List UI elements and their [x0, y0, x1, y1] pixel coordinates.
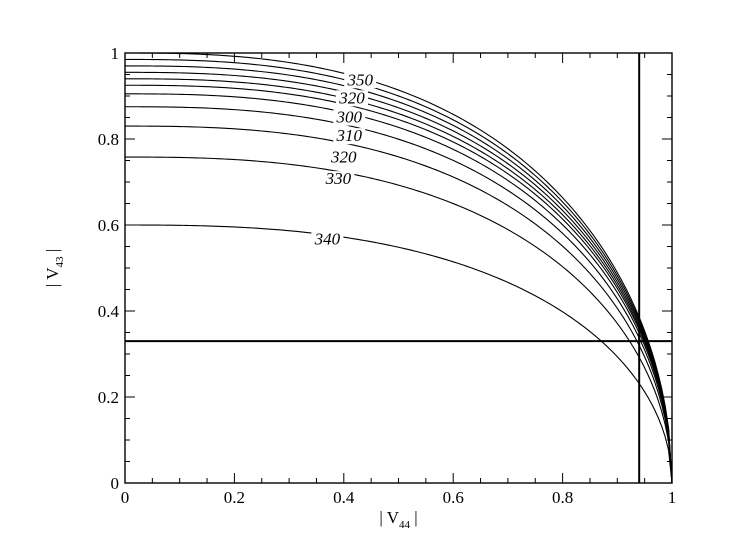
plot-frame [124, 52, 673, 484]
y-tick-label: 0.6 [98, 216, 119, 235]
curve-label: 310 [336, 126, 363, 145]
curve-label-backing [336, 90, 369, 107]
y-axis-title: | V43 | [43, 249, 66, 287]
series-line-3 [125, 65, 673, 484]
tick-labels-group: 0 0.2 0.4 0.6 0.8 1 0 0.2 0.4 0.6 0.8 1 [98, 44, 677, 507]
series-line-8 [125, 106, 673, 484]
curve-label-backing [311, 231, 344, 248]
series-line-2 [125, 58, 673, 484]
series-line-9 [125, 125, 673, 484]
series-line-6 [125, 84, 673, 484]
y-tick-label: 0.4 [98, 302, 120, 321]
series-line-11 [125, 224, 673, 484]
y-axis-title-prefix: | V [43, 267, 62, 287]
curve-label: 350 [346, 70, 373, 89]
curve-label: 320 [338, 88, 365, 107]
curve-label: 340 [314, 229, 341, 248]
curve-label-backing [322, 171, 355, 188]
curve-label-backing [344, 72, 377, 89]
y-axis-title-suffix: | [43, 249, 62, 257]
x-tick-label: 0.2 [224, 488, 245, 507]
x-tick-label: 0 [121, 488, 130, 507]
x-tick-label: 1 [668, 488, 677, 507]
curve-label-backing [327, 149, 360, 166]
series-line-4 [125, 71, 673, 484]
y-tick-label: 1 [111, 44, 120, 63]
curve-label-backing [333, 109, 366, 126]
ticks-group [124, 52, 673, 484]
x-tick-label: 0.6 [443, 488, 464, 507]
y-tick-label: 0 [111, 474, 120, 493]
x-tick-label: 0.8 [552, 488, 573, 507]
x-axis-title-suffix: | [410, 508, 418, 527]
curve-label: 330 [325, 169, 352, 188]
series-line-5 [125, 78, 673, 484]
y-axis-title-sub: 43 [54, 256, 66, 268]
y-tick-label: 0.8 [98, 130, 119, 149]
y-tick-label: 0.2 [98, 388, 119, 407]
x-axis-title-sub: 44 [399, 519, 411, 531]
reference-lines-group [125, 53, 672, 483]
series-line-7 [125, 93, 673, 484]
curves-group [125, 52, 673, 484]
x-axis-title-prefix: | V [379, 508, 399, 527]
curve-label-backing [333, 128, 366, 145]
series-line-10 [125, 156, 673, 484]
curve-label: 320 [330, 148, 357, 167]
x-tick-label: 0.4 [333, 488, 355, 507]
series-line-1 [125, 52, 673, 484]
curve-label: 300 [336, 108, 363, 127]
x-axis-title: | V44 | [379, 508, 417, 531]
